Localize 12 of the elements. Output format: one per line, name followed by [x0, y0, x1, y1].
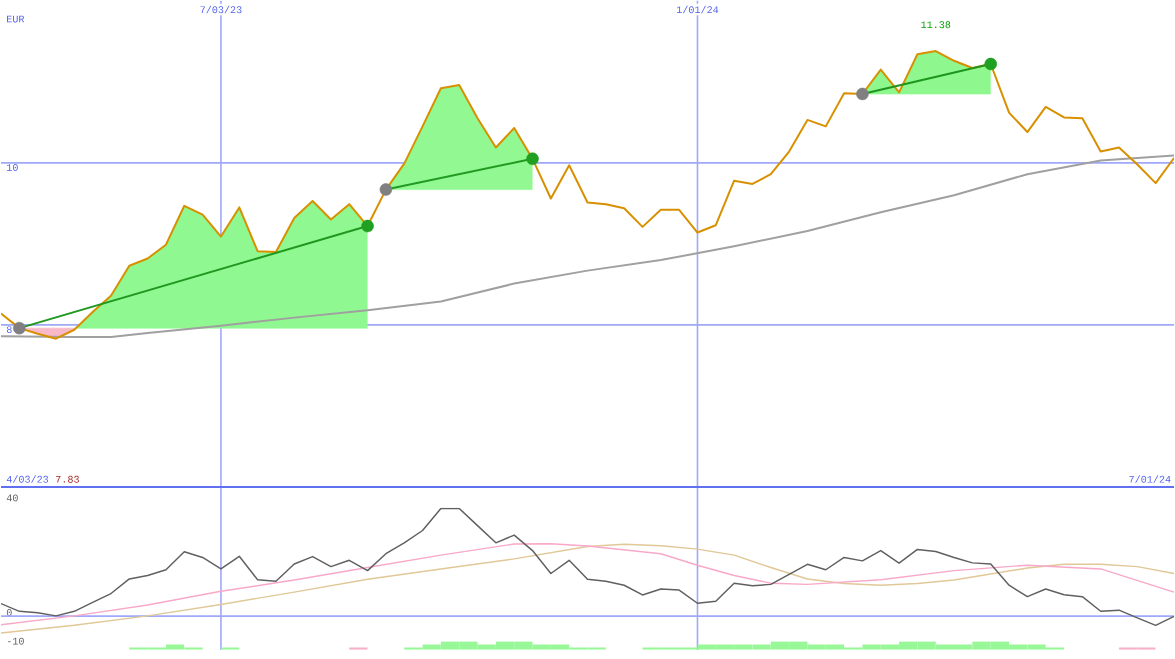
y-tick-label: -10: [7, 637, 24, 645]
annotation: 7.83: [56, 475, 79, 483]
annotation: 11.38: [921, 21, 951, 29]
annotation: 7/01/24: [1129, 475, 1171, 483]
y-tick-label: 8: [6, 326, 12, 334]
x-tick-label: 7/03/23: [200, 5, 242, 14]
y-tick-label: 10: [7, 164, 18, 172]
x-tick-label: 1/01/24: [676, 5, 719, 14]
y-tick-label: 0: [6, 609, 12, 616]
annotation: 4/03/23: [6, 475, 49, 483]
y-tick-label: 40: [6, 494, 18, 502]
y-axis-title: EUR: [7, 15, 25, 23]
